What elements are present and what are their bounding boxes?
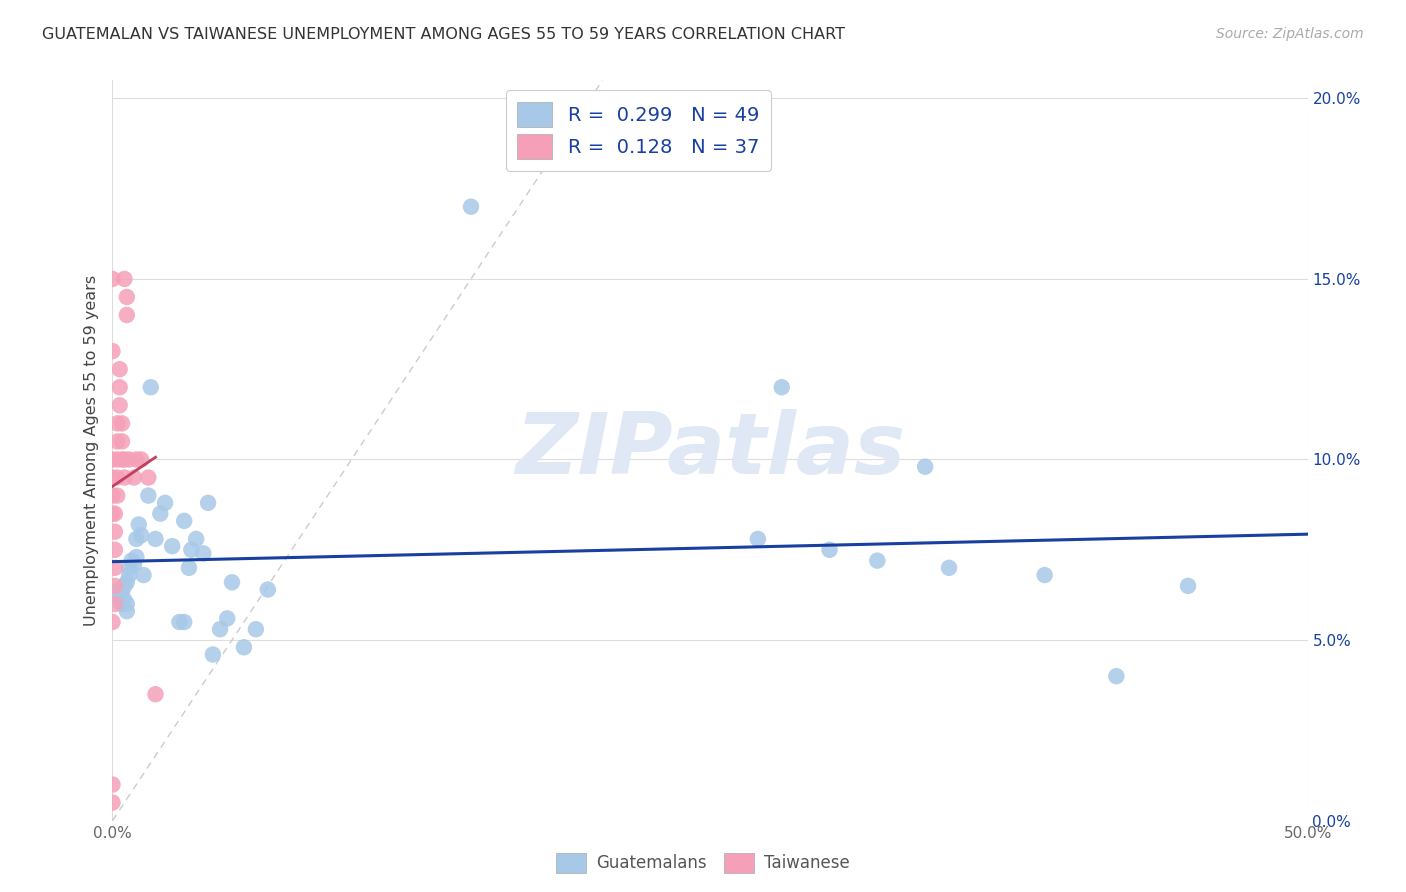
Point xyxy=(104,507,127,521)
Point xyxy=(129,528,152,542)
Point xyxy=(111,586,134,600)
Point xyxy=(245,622,267,636)
Point xyxy=(128,517,150,532)
Point xyxy=(114,579,135,593)
Point xyxy=(111,452,134,467)
Point xyxy=(173,615,195,629)
Point xyxy=(111,597,134,611)
Point xyxy=(149,507,172,521)
Point xyxy=(114,272,135,286)
Point xyxy=(145,532,167,546)
Point xyxy=(162,539,183,553)
Point xyxy=(104,579,127,593)
Point xyxy=(914,459,936,474)
Point xyxy=(108,362,131,376)
Point xyxy=(866,553,889,567)
Point xyxy=(115,308,138,322)
Point xyxy=(122,470,145,484)
Point xyxy=(153,496,176,510)
Point xyxy=(747,532,769,546)
Point xyxy=(108,380,131,394)
Text: Source: ZipAtlas.com: Source: ZipAtlas.com xyxy=(1216,27,1364,41)
Point xyxy=(104,597,127,611)
Point xyxy=(169,615,191,629)
Point xyxy=(105,452,128,467)
Point xyxy=(115,597,138,611)
Point xyxy=(138,489,160,503)
Point xyxy=(186,532,208,546)
Point xyxy=(132,568,155,582)
Point xyxy=(115,604,138,618)
Point xyxy=(104,561,127,575)
Point xyxy=(101,272,124,286)
Point xyxy=(105,434,128,449)
Text: ZIPatlas: ZIPatlas xyxy=(515,409,905,492)
Text: GUATEMALAN VS TAIWANESE UNEMPLOYMENT AMONG AGES 55 TO 59 YEARS CORRELATION CHART: GUATEMALAN VS TAIWANESE UNEMPLOYMENT AMO… xyxy=(42,27,845,42)
Point xyxy=(125,452,148,467)
Point xyxy=(139,380,162,394)
Point xyxy=(818,542,841,557)
Point xyxy=(221,575,243,590)
Point xyxy=(938,561,960,575)
Point xyxy=(111,434,134,449)
Point xyxy=(101,507,124,521)
Point xyxy=(101,796,124,810)
Point xyxy=(121,553,143,567)
Point xyxy=(105,470,128,484)
Point xyxy=(114,470,135,484)
Point xyxy=(114,452,135,467)
Point xyxy=(101,470,124,484)
Point xyxy=(257,582,280,597)
Point xyxy=(108,582,131,597)
Point xyxy=(118,452,141,467)
Point xyxy=(177,561,200,575)
Point xyxy=(197,496,219,510)
Point xyxy=(104,542,127,557)
Point xyxy=(770,380,793,394)
Point xyxy=(173,514,195,528)
Point xyxy=(105,489,128,503)
Point xyxy=(101,452,124,467)
Point xyxy=(104,524,127,539)
Point xyxy=(118,568,141,582)
Y-axis label: Unemployment Among Ages 55 to 59 years: Unemployment Among Ages 55 to 59 years xyxy=(83,275,98,626)
Legend: R =  0.299   N = 49, R =  0.128   N = 37: R = 0.299 N = 49, R = 0.128 N = 37 xyxy=(506,90,770,171)
Point xyxy=(1033,568,1056,582)
Point xyxy=(105,590,128,604)
Point xyxy=(209,622,232,636)
Point xyxy=(111,417,134,431)
Legend: Guatemalans, Taiwanese: Guatemalans, Taiwanese xyxy=(550,847,856,880)
Point xyxy=(101,615,124,629)
Point xyxy=(114,593,135,607)
Point xyxy=(201,648,224,662)
Point xyxy=(115,290,138,304)
Point xyxy=(1105,669,1128,683)
Point xyxy=(122,558,145,572)
Point xyxy=(125,549,148,564)
Point xyxy=(233,640,256,655)
Point xyxy=(193,546,215,560)
Point xyxy=(125,532,148,546)
Point xyxy=(217,611,239,625)
Point xyxy=(115,575,138,590)
Point xyxy=(108,398,131,412)
Point xyxy=(101,344,124,359)
Point xyxy=(105,417,128,431)
Point xyxy=(460,200,482,214)
Point xyxy=(118,561,141,575)
Point xyxy=(1177,579,1199,593)
Point xyxy=(101,489,124,503)
Point xyxy=(101,778,124,792)
Point xyxy=(180,542,202,557)
Point xyxy=(129,452,152,467)
Point xyxy=(145,687,167,701)
Point xyxy=(138,470,160,484)
